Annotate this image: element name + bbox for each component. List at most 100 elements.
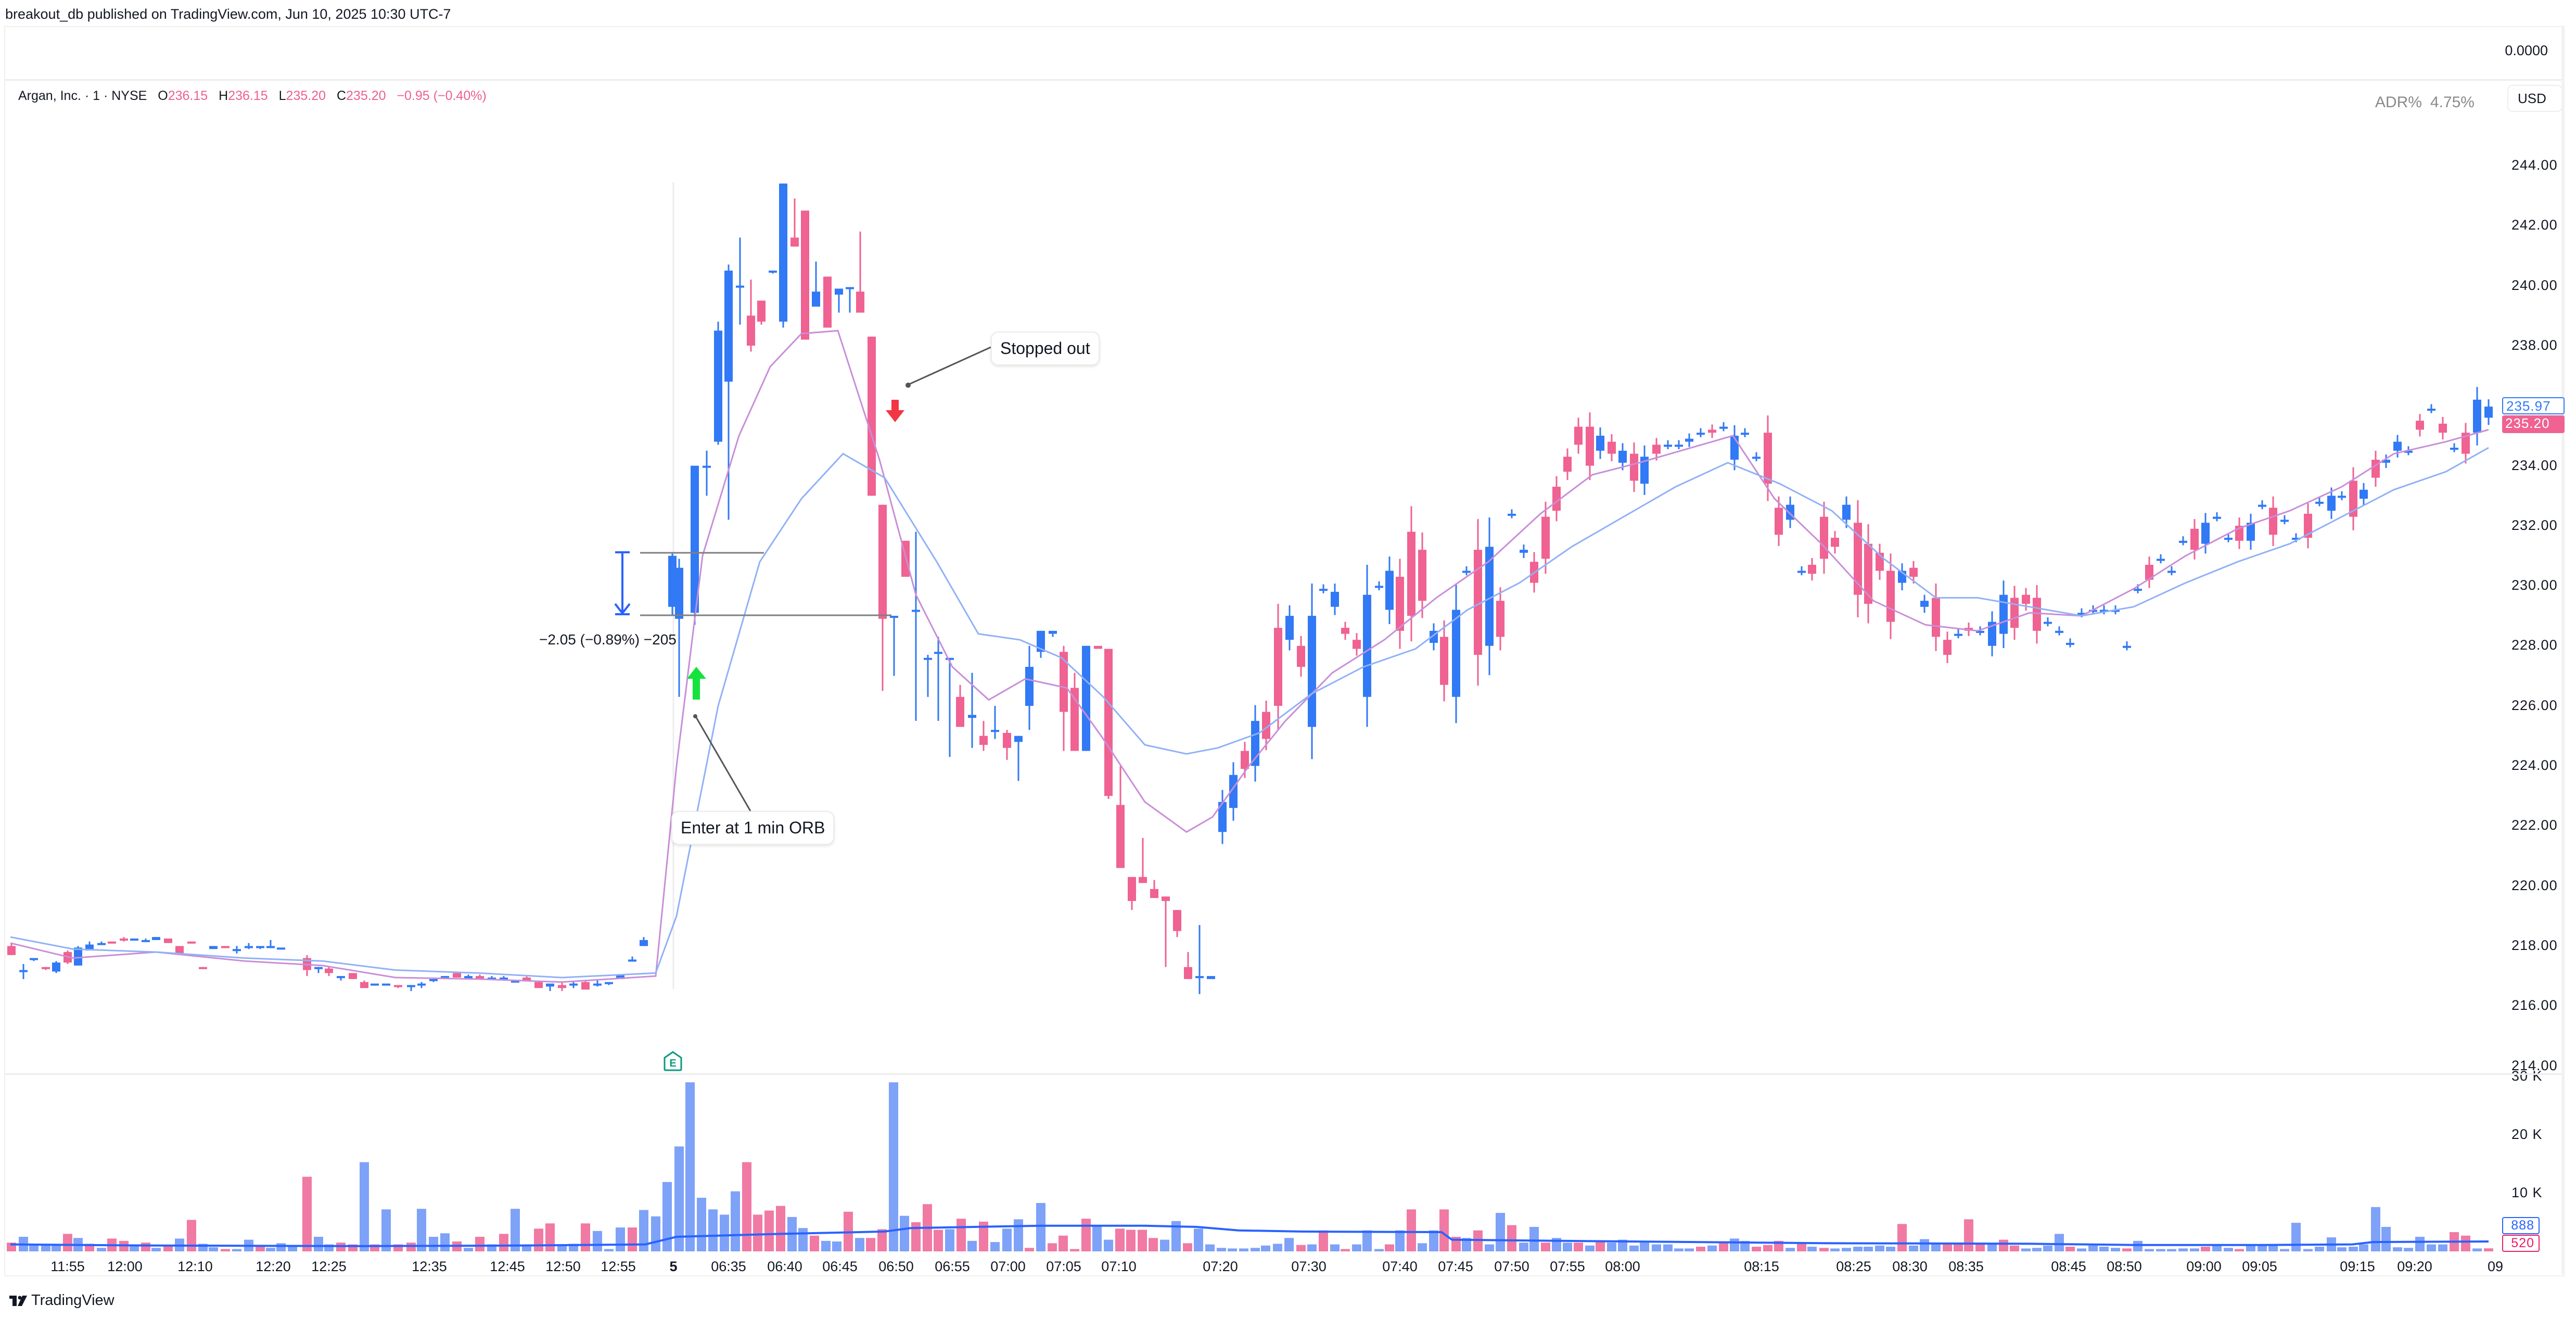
volume-bar <box>1842 1248 1851 1251</box>
candle-body <box>2416 421 2424 430</box>
candle-body <box>593 983 602 986</box>
time-axis-label: 12:25 <box>311 1259 347 1274</box>
candle-body <box>164 939 172 943</box>
time-axis-label: 07:00 <box>990 1259 1026 1274</box>
volume-bar <box>2111 1248 2120 1251</box>
volume-bar <box>1319 1230 1328 1251</box>
volume-bar <box>2427 1244 2436 1251</box>
exit-callout[interactable]: Stopped out <box>991 332 1100 365</box>
time-axis-label: 08:00 <box>1605 1259 1640 1274</box>
candle-body <box>221 946 229 948</box>
pane-separator[interactable] <box>5 1073 2561 1075</box>
volume-bar <box>63 1234 72 1251</box>
candle-body <box>2484 407 2493 418</box>
time-axis-label: 12:10 <box>177 1259 213 1274</box>
candle-body <box>835 288 843 295</box>
time-axis-label: 08:25 <box>1836 1259 1871 1274</box>
tradingview-logo[interactable]: TradingView <box>9 1292 114 1309</box>
candle-body <box>187 941 196 944</box>
candle-body <box>2280 519 2289 522</box>
candle-body <box>628 959 636 962</box>
candle-body <box>868 336 876 496</box>
volume-bar <box>1048 1243 1057 1251</box>
candle-body <box>120 939 128 941</box>
candle-body <box>1104 649 1113 796</box>
volume-bar <box>1696 1247 1705 1251</box>
time-axis-label: 08:15 <box>1744 1259 1779 1274</box>
candle-body <box>1116 805 1125 868</box>
candle-body <box>488 977 496 980</box>
volume-bar <box>1897 1224 1907 1251</box>
price-axis-label: 214.00 <box>2511 1057 2558 1073</box>
earnings-marker[interactable]: E <box>663 1050 683 1071</box>
volume-bar <box>1395 1230 1405 1251</box>
volume-ma-line <box>10 1224 2489 1247</box>
candle-body <box>85 944 94 951</box>
candle-body <box>769 270 777 273</box>
adr-indicator[interactable]: ADR% 4.75% <box>2375 94 2475 111</box>
volume-bar <box>1462 1238 1471 1251</box>
candle-body <box>1229 775 1238 808</box>
volume-bar <box>1307 1244 1317 1251</box>
candle-body <box>19 970 28 972</box>
volume-bar <box>2461 1235 2470 1251</box>
volume-bar <box>674 1146 684 1251</box>
volume-bar <box>2065 1247 2075 1251</box>
candle-body <box>1630 453 1638 481</box>
change-value: −0.95 (−0.40%) <box>397 88 487 103</box>
candle-body <box>2089 610 2097 612</box>
candle-body <box>1508 513 1516 516</box>
volume-bar <box>1752 1247 1761 1251</box>
candle-body <box>1262 712 1270 739</box>
volume-bar <box>1954 1244 1963 1251</box>
candle-body <box>1173 910 1181 931</box>
volume-bar <box>464 1248 473 1251</box>
candle-body <box>2111 610 2120 612</box>
candle-body <box>569 983 578 986</box>
candle-body <box>2055 630 2063 633</box>
price-axis-label: 244.00 <box>2511 157 2558 173</box>
volume-bar <box>2303 1249 2313 1251</box>
exit-arrow-icon <box>886 400 904 422</box>
volume-bar <box>2472 1248 2482 1251</box>
volume-bar <box>1943 1244 1952 1251</box>
candle-body <box>1764 433 1772 484</box>
entry-callout[interactable]: Enter at 1 min ORB <box>671 811 835 845</box>
candle-body <box>1976 630 1984 633</box>
candle-body <box>337 976 345 979</box>
volume-bar <box>1149 1238 1158 1251</box>
candle-body <box>2304 513 2312 538</box>
candle-body <box>74 947 82 966</box>
candle-body <box>1341 628 1349 634</box>
volume-bar <box>1853 1247 1863 1251</box>
volume-bar <box>256 1246 265 1251</box>
symbol-legend[interactable]: Argan, Inc. · 1 · NYSE O236.15 H236.15 L… <box>18 88 494 104</box>
time-axis-label: 07:30 <box>1291 1259 1327 1274</box>
currency-button[interactable]: USD <box>2507 85 2562 112</box>
volume-bar <box>314 1237 323 1251</box>
candle-body <box>2201 523 2210 544</box>
candle-body <box>407 985 415 987</box>
volume-bar <box>900 1215 909 1251</box>
volume-bar <box>1352 1244 1361 1251</box>
candle-body <box>1195 976 1204 979</box>
candle-body <box>757 300 766 322</box>
volume-bar <box>604 1249 614 1251</box>
symbol-title[interactable]: Argan, Inc. · 1 · NYSE <box>18 88 147 103</box>
price-axis-label: 232.00 <box>2511 517 2558 533</box>
candle-body <box>747 315 755 346</box>
candle-body <box>1353 640 1361 649</box>
volume-bar <box>406 1243 416 1251</box>
candle-body <box>2393 441 2402 451</box>
volume-bar <box>266 1248 275 1251</box>
candle-body <box>1319 589 1328 591</box>
volume-bar <box>877 1229 887 1251</box>
volume-bar <box>499 1234 508 1251</box>
volume-bar <box>29 1245 39 1251</box>
candle-body <box>1094 645 1102 649</box>
measure-arrow-head <box>614 603 631 615</box>
candle-body <box>979 736 988 745</box>
candle-body <box>581 982 590 990</box>
candle-body <box>2269 508 2277 535</box>
